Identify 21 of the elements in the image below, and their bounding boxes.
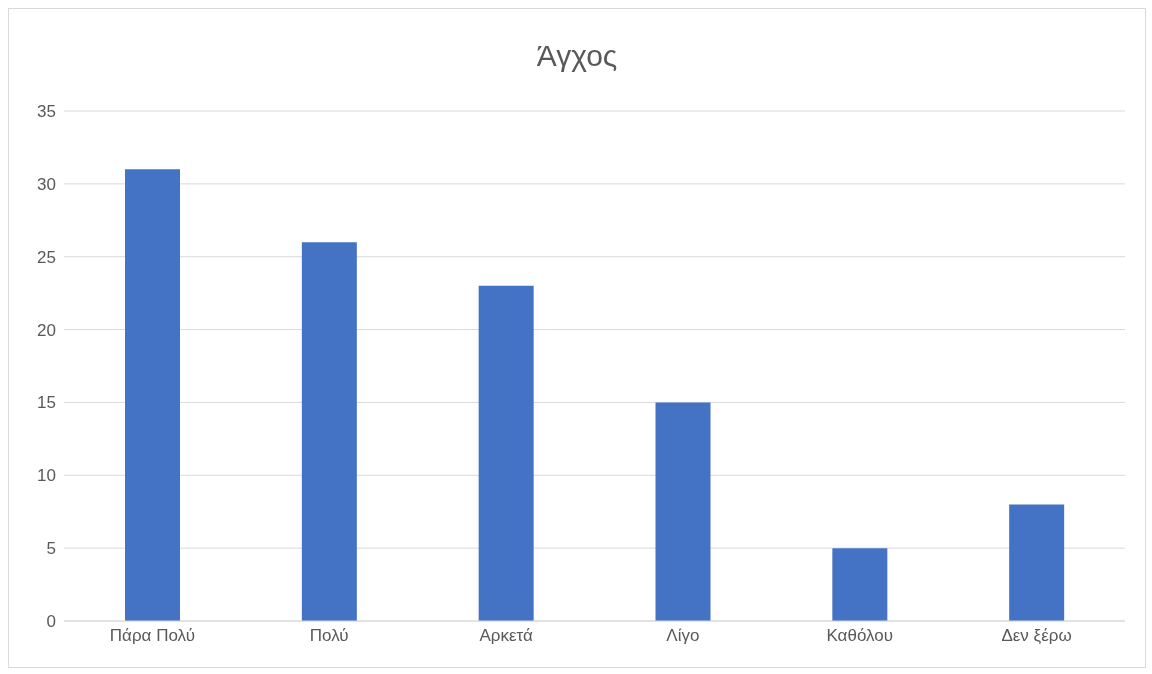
chart-title: Άγχος <box>535 39 619 73</box>
y-tick-label: 10 <box>37 466 56 486</box>
y-tick-label: 35 <box>37 102 56 122</box>
bar <box>1009 504 1065 621</box>
y-tick-label: 15 <box>37 393 56 413</box>
y-tick-label: 30 <box>37 174 56 194</box>
x-tick-label: Καθόλου <box>826 626 894 646</box>
bar <box>478 285 534 621</box>
x-tick-label: Πολύ <box>309 626 349 646</box>
x-tick-label: Δεν ξέρω <box>1001 626 1072 646</box>
bar <box>301 242 357 621</box>
y-tick-label: 5 <box>46 539 56 559</box>
x-tick-label: Λίγο <box>666 626 700 646</box>
y-tick-label: 20 <box>37 320 56 340</box>
bar <box>655 402 711 621</box>
bar <box>832 548 888 621</box>
y-tick-label: 0 <box>46 612 56 632</box>
x-tick-label: Αρκετά <box>479 626 533 646</box>
x-tick-label: Πάρα Πολύ <box>109 626 195 646</box>
y-tick-label: 25 <box>37 247 56 267</box>
bar <box>125 169 180 621</box>
